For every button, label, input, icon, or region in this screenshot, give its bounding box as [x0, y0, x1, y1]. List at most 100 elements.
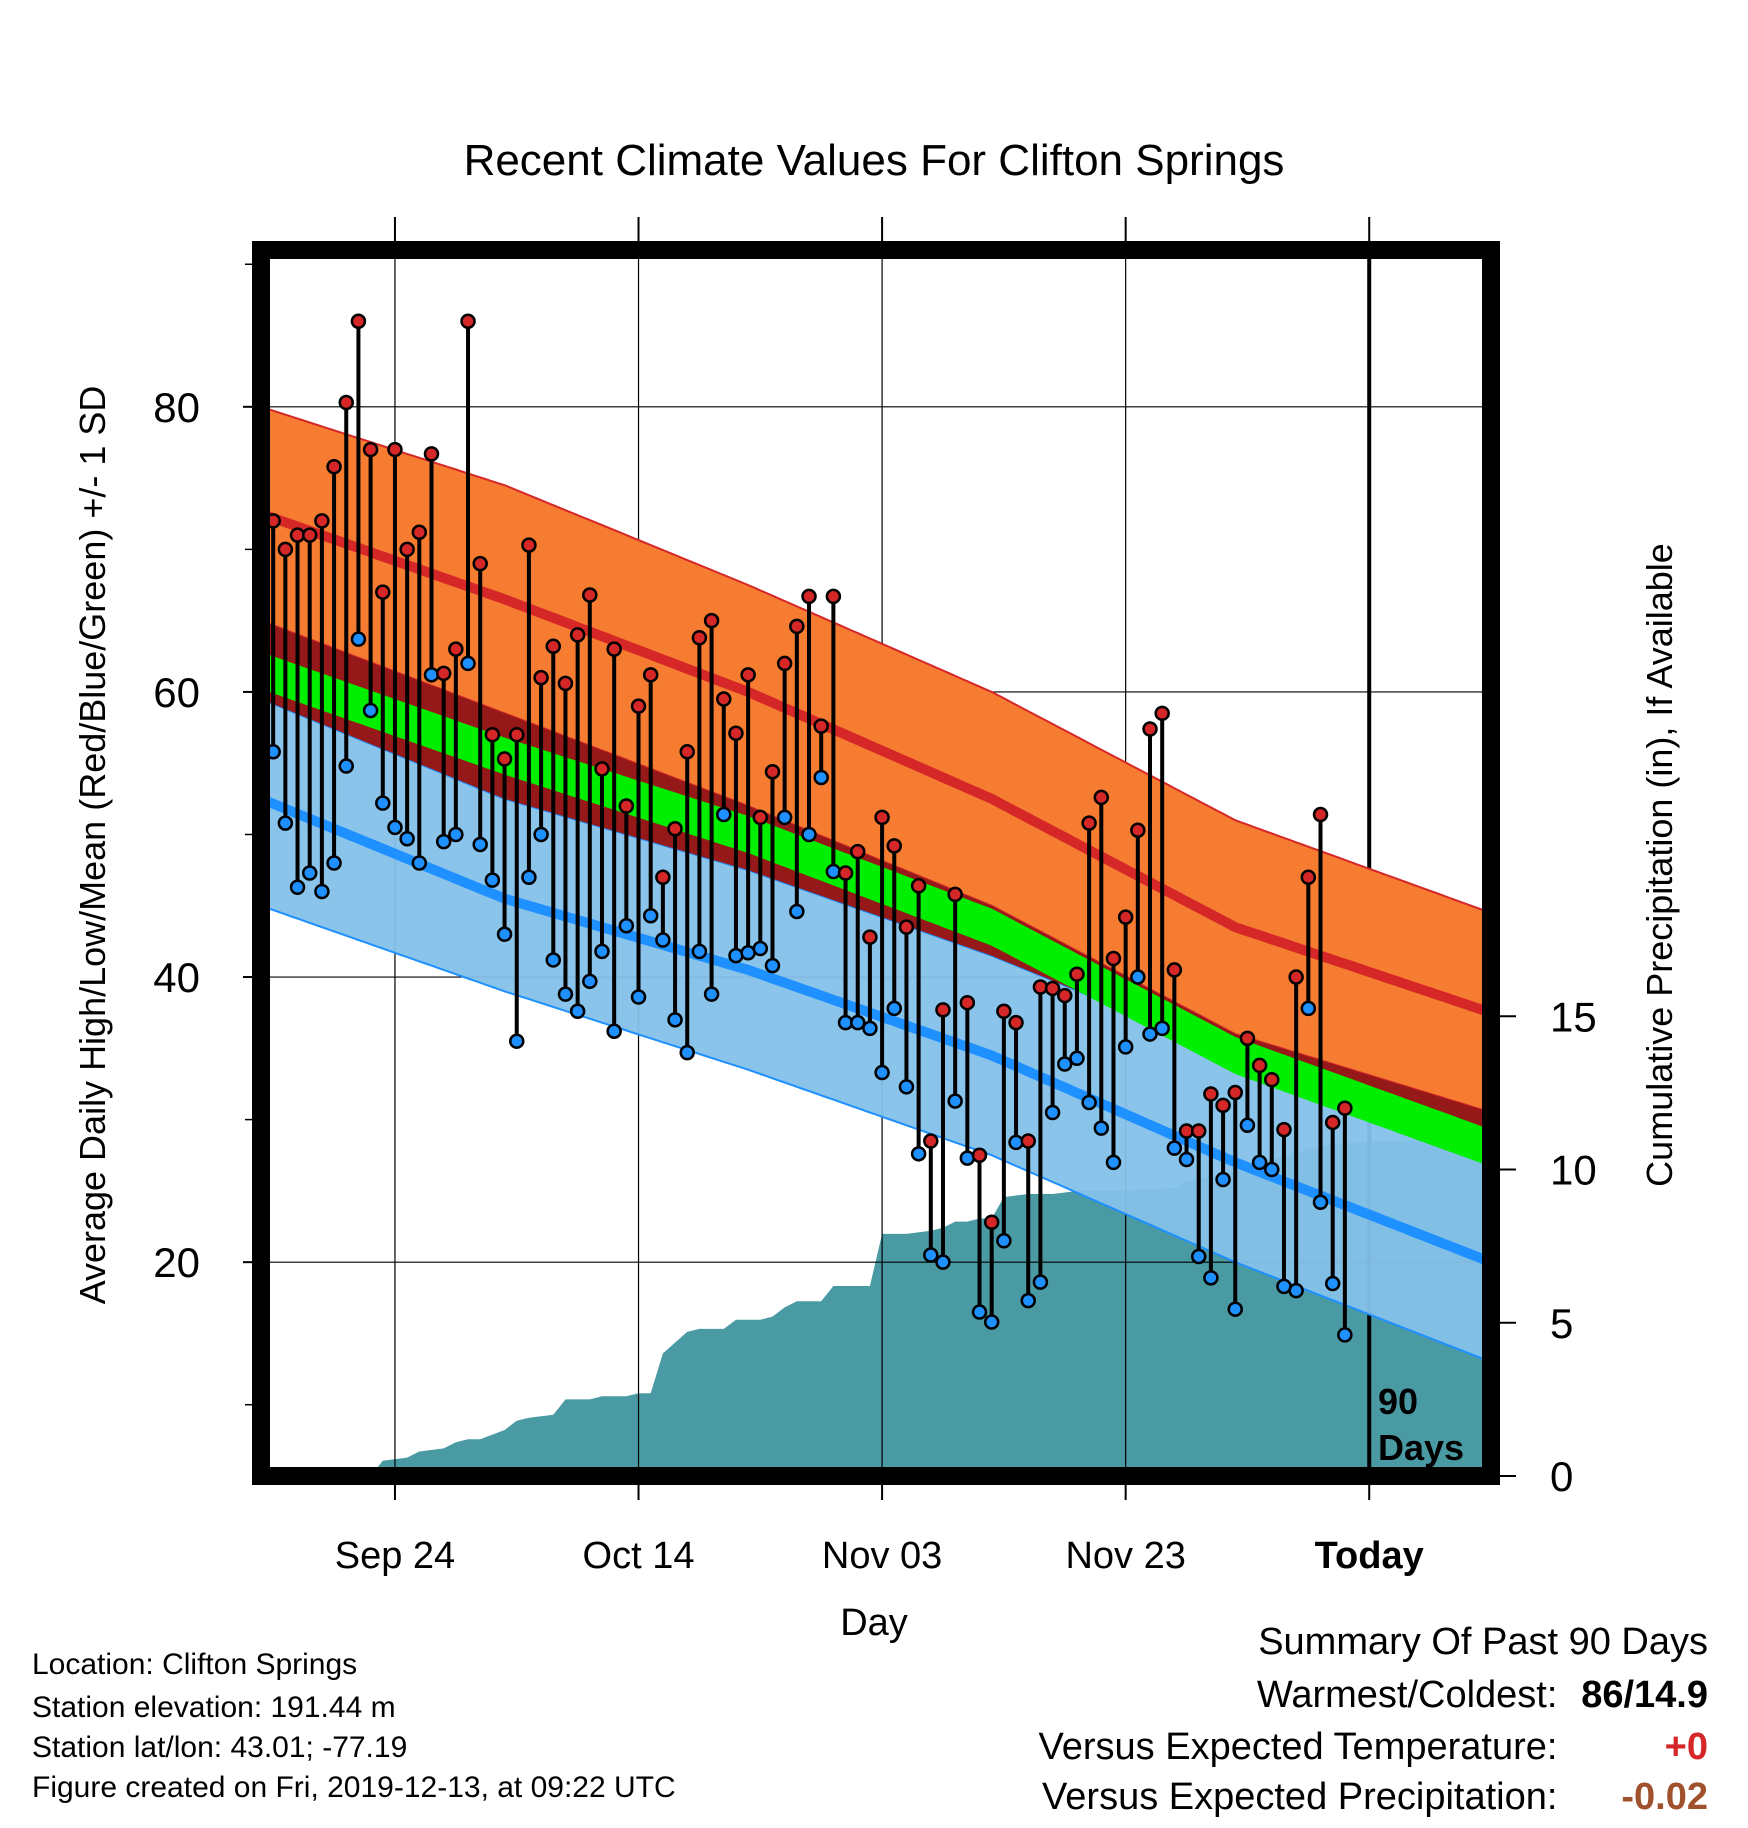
daily-low-point — [399, 831, 415, 847]
daily-low-point — [484, 872, 501, 888]
daily-low-point — [1069, 1050, 1085, 1067]
warmest-coldest-label: Warmest/Coldest: — [1256, 1674, 1558, 1716]
daily-high-point — [910, 878, 927, 894]
daily-high-point — [557, 675, 574, 692]
axes: 20 40 60 80 0 5 10 15 Sep 24 Oct 14 Nov 03 Nov 23 To… — [153, 217, 1597, 1577]
daily-low-point — [1142, 1026, 1158, 1042]
high-sd-band — [261, 405, 1491, 1114]
daily-high-point — [362, 441, 379, 458]
daily-high-point — [314, 513, 330, 529]
daily-low-point — [1324, 1275, 1341, 1292]
daily-high-point — [996, 1003, 1012, 1020]
daily-high-point — [1154, 705, 1170, 722]
daily-low-point — [350, 631, 367, 647]
daily-high-point — [277, 541, 294, 558]
daily-low-point — [716, 806, 732, 823]
daily-low-point — [947, 1093, 963, 1109]
daily-low-point — [460, 655, 476, 672]
daily-high-point — [789, 618, 805, 635]
daily-low-point — [655, 932, 671, 948]
daily-low-point — [508, 1033, 525, 1049]
daily-high-point — [496, 751, 513, 767]
daily-high-point — [448, 641, 464, 657]
daily-high-point — [1142, 721, 1158, 737]
daily-high-point — [594, 761, 610, 777]
summary-heading: Summary Of Past 90 Days — [1258, 1621, 1708, 1663]
daily-low-point — [533, 826, 549, 843]
daily-high-point — [1093, 789, 1110, 806]
daily-high-point — [764, 764, 781, 780]
y-tick-label: 20 — [153, 1239, 200, 1286]
daily-low-point — [642, 907, 659, 924]
daily-high-point — [606, 641, 622, 657]
daily-low-point — [1190, 1248, 1207, 1265]
precip-label: Versus Expected Precipitation: — [1042, 1776, 1558, 1818]
daily-high-point — [1057, 987, 1073, 1004]
x-tick-label: Oct 14 — [583, 1535, 695, 1577]
temp-value: +0 — [1664, 1726, 1708, 1768]
daily-low-point — [1203, 1270, 1219, 1286]
daily-low-point — [1044, 1104, 1061, 1121]
daily-low-point — [387, 819, 403, 836]
daily-low-point — [582, 973, 598, 990]
daily-low-point — [301, 865, 318, 881]
daily-low-point — [728, 947, 744, 964]
daily-high-point — [923, 1133, 939, 1149]
daily-high-point — [1251, 1057, 1268, 1074]
daily-low-point — [521, 869, 537, 886]
daily-low-point — [1154, 1020, 1170, 1037]
daily-high-point — [582, 587, 598, 603]
daily-low-point — [326, 855, 342, 871]
daily-low-point — [1093, 1120, 1110, 1136]
daily-high-point — [472, 555, 488, 572]
daily-high-point — [813, 718, 829, 734]
daily-high-point — [1215, 1097, 1231, 1114]
daily-high-point — [849, 843, 866, 860]
daily-low-point — [1264, 1161, 1280, 1178]
daily-high-point — [326, 458, 342, 475]
daily-high-point — [971, 1147, 988, 1163]
daily-low-point — [423, 667, 440, 683]
daily-low-point — [935, 1254, 951, 1270]
daily-high-point — [874, 809, 890, 826]
daily-low-point — [923, 1247, 939, 1263]
daily-high-point — [1008, 1014, 1024, 1031]
daily-high-point — [1312, 806, 1329, 823]
daily-low-point — [1020, 1292, 1036, 1309]
today-label-line1: 90 — [1378, 1381, 1418, 1422]
daily-high-point — [533, 669, 549, 686]
daily-low-point — [1130, 969, 1146, 985]
daily-low-point — [849, 1014, 866, 1031]
daily-low-point — [496, 926, 513, 943]
daily-low-point — [618, 917, 635, 934]
daily-low-point — [1166, 1140, 1183, 1156]
daily-high-point — [630, 698, 647, 714]
daily-low-point — [1105, 1154, 1122, 1171]
high-normal-line — [261, 508, 1491, 1018]
x-tick-label: Today — [1315, 1535, 1424, 1577]
precip-value: -0.02 — [1621, 1776, 1708, 1818]
y-axis-label: Average Daily High/Low/Mean (Red/Blue/Gr… — [72, 386, 113, 1305]
daily-low-point — [886, 1000, 903, 1017]
daily-observations — [253, 313, 1353, 1343]
daily-high-point — [1117, 909, 1134, 925]
elevation-text: Station elevation: 191.44 m — [32, 1691, 396, 1724]
daily-low-point — [983, 1314, 1000, 1330]
daily-low-point — [898, 1079, 915, 1095]
daily-high-point — [484, 726, 501, 743]
y-axis-label-right: Cumulative Precipitation (in), If Availa… — [1639, 543, 1680, 1187]
daily-low-point — [1300, 1000, 1317, 1017]
warmest-coldest-value: 86/14.9 — [1581, 1674, 1708, 1716]
location-text: Location: Clifton Springs — [32, 1648, 358, 1681]
daily-high-point — [716, 691, 732, 707]
daily-high-point — [667, 821, 683, 837]
daily-low-point — [1215, 1171, 1231, 1188]
daily-low-point — [825, 863, 842, 880]
daily-low-point — [1178, 1151, 1195, 1168]
daily-high-point — [1288, 969, 1304, 985]
daily-low-point — [971, 1304, 988, 1320]
daily-high-point — [935, 1002, 951, 1018]
chart-title: Recent Climate Values For Clifton Spring… — [464, 136, 1285, 185]
daily-low-point — [752, 940, 769, 957]
daily-low-point — [679, 1044, 695, 1061]
